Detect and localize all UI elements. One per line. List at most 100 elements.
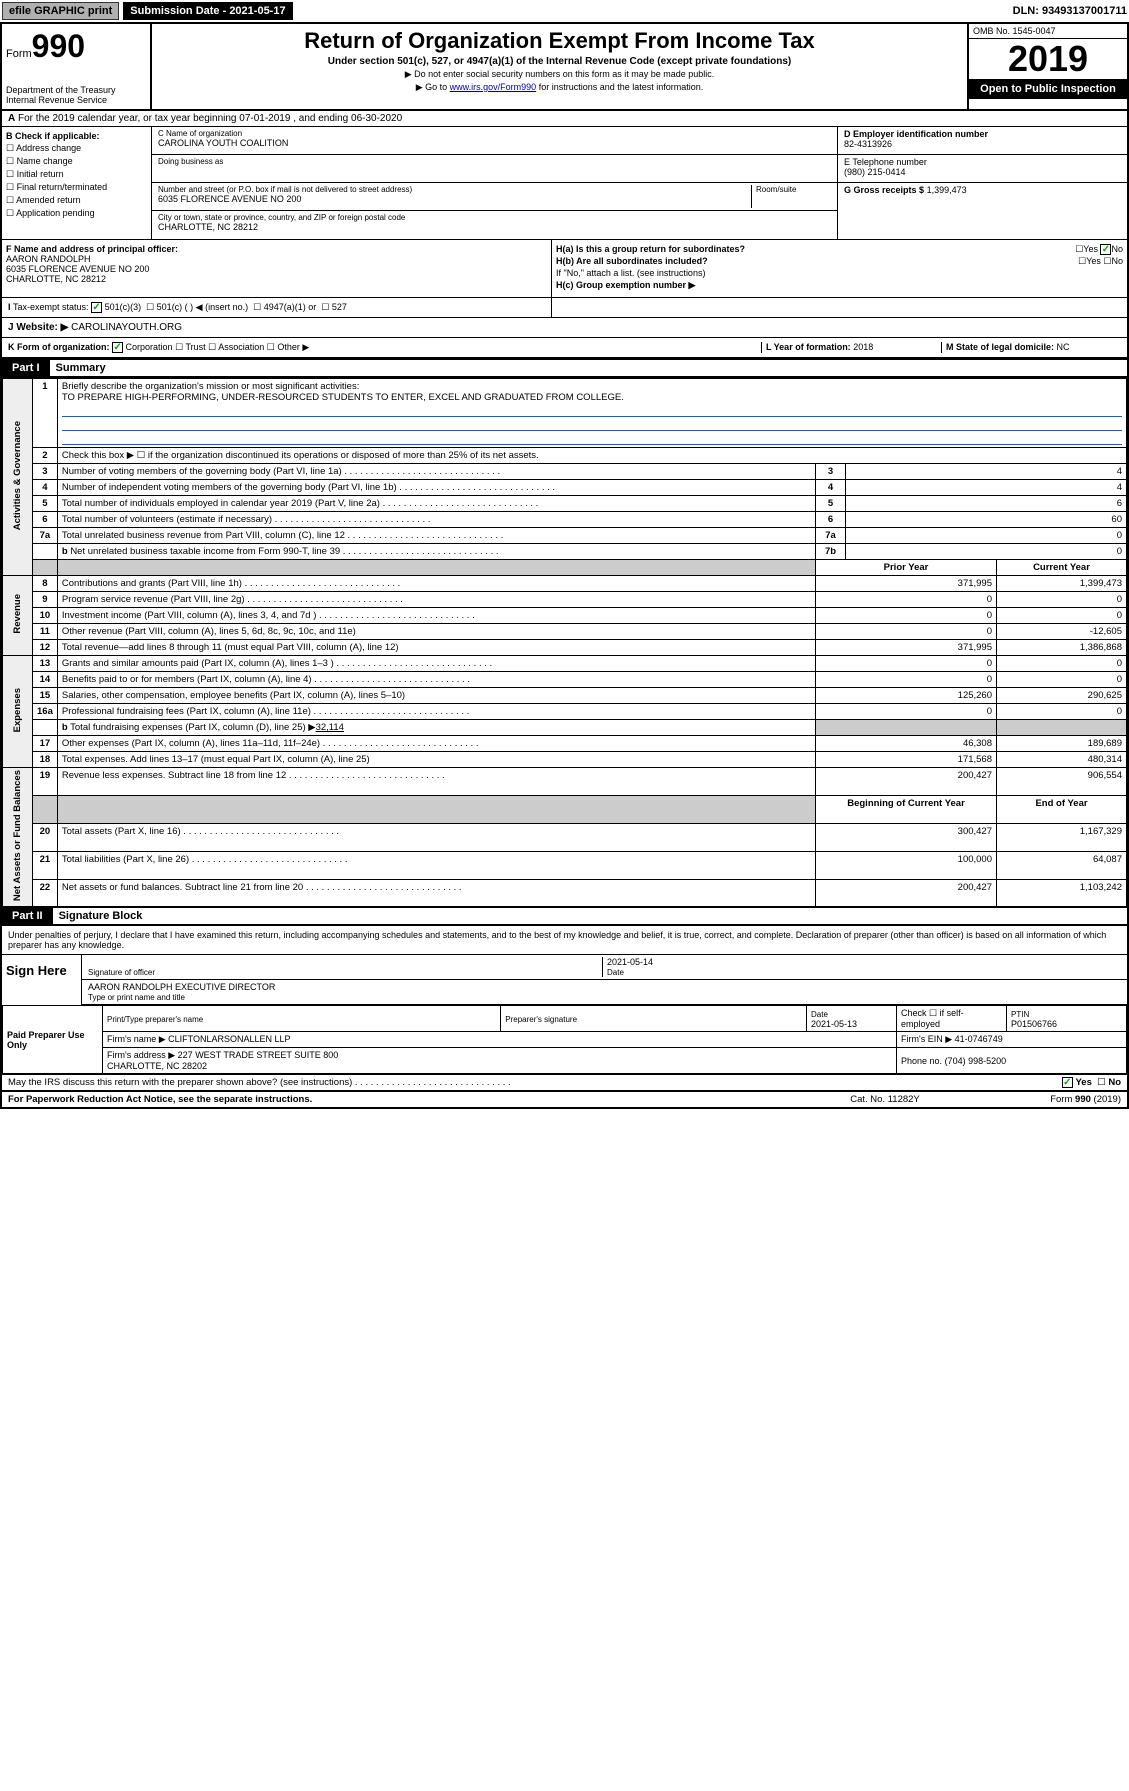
open-to-public: Open to Public Inspection bbox=[969, 79, 1127, 99]
sig-officer-label: Signature of officer bbox=[88, 968, 155, 977]
room-label: Room/suite bbox=[756, 185, 831, 194]
row-a: A For the 2019 calendar year, or tax yea… bbox=[2, 111, 1127, 127]
submission-date-button[interactable]: Submission Date - 2021-05-17 bbox=[123, 2, 292, 20]
p14: 0 bbox=[816, 672, 997, 688]
firm-ein-label: Firm's EIN ▶ bbox=[901, 1034, 952, 1044]
ein-value: 82-4313926 bbox=[844, 139, 892, 149]
discuss-no[interactable]: No bbox=[1108, 1077, 1121, 1088]
hdr-prior: Prior Year bbox=[816, 560, 997, 576]
dln-label: DLN: 93493137001711 bbox=[1013, 5, 1127, 17]
corp-check[interactable] bbox=[112, 342, 123, 353]
city-value: CHARLOTTE, NC 28212 bbox=[158, 222, 831, 232]
p18: 171,568 bbox=[816, 752, 997, 768]
hb-no[interactable]: No bbox=[1111, 256, 1123, 266]
l2: Check this box ▶ ☐ if the organization d… bbox=[57, 448, 1126, 464]
subtitle-1: Under section 501(c), 527, or 4947(a)(1)… bbox=[156, 56, 963, 67]
hb-yes[interactable]: Yes bbox=[1086, 256, 1101, 266]
p9: 0 bbox=[816, 592, 997, 608]
efile-print-button[interactable]: efile GRAPHIC print bbox=[2, 2, 119, 20]
p15: 125,260 bbox=[816, 688, 997, 704]
col-b-checkboxes: B Check if applicable: ☐ Address change … bbox=[2, 127, 152, 239]
part2-title: Signature Block bbox=[53, 908, 149, 924]
l1: Briefly describe the organization's miss… bbox=[62, 381, 360, 392]
sig-date: 2021-05-14 bbox=[607, 957, 653, 967]
firm-phone: (704) 998-5200 bbox=[945, 1056, 1007, 1066]
l10: Investment income (Part VIII, column (A)… bbox=[62, 610, 317, 621]
cat-no: Cat. No. 11282Y bbox=[850, 1094, 1050, 1105]
c10: 0 bbox=[997, 608, 1127, 624]
chk-amended[interactable]: Amended return bbox=[16, 195, 81, 205]
ha-no-check[interactable] bbox=[1100, 244, 1111, 255]
chk-address[interactable]: Address change bbox=[16, 143, 81, 153]
v3: 4 bbox=[846, 464, 1127, 480]
l17: Other expenses (Part IX, column (A), lin… bbox=[62, 738, 320, 749]
irs-link[interactable]: www.irs.gov/Form990 bbox=[450, 82, 537, 92]
dba-label: Doing business as bbox=[158, 157, 831, 166]
hc-label: H(c) Group exemption number ▶ bbox=[556, 280, 695, 290]
org-name-label: C Name of organization bbox=[158, 129, 831, 138]
c17: 189,689 bbox=[997, 736, 1127, 752]
side-netassets: Net Assets or Fund Balances bbox=[12, 770, 23, 901]
l16a: Professional fundraising fees (Part IX, … bbox=[62, 706, 311, 717]
discuss-yes-check[interactable] bbox=[1062, 1077, 1073, 1088]
form-footer: Form 990 (2019) bbox=[1050, 1094, 1121, 1105]
chk-pending[interactable]: Application pending bbox=[16, 208, 95, 218]
c20: 1,167,329 bbox=[997, 823, 1127, 851]
part2-header: Part II bbox=[2, 908, 53, 924]
ha-yes[interactable]: Yes bbox=[1083, 244, 1098, 254]
sub3-pre: ▶ Go to bbox=[416, 82, 450, 92]
hdr-curr: Current Year bbox=[997, 560, 1127, 576]
chk-name[interactable]: Name change bbox=[17, 156, 73, 166]
officer-printed-name: AARON RANDOLPH EXECUTIVE DIRECTOR bbox=[88, 982, 275, 992]
chk-initial[interactable]: Initial return bbox=[17, 169, 64, 179]
c12: 1,386,868 bbox=[997, 640, 1127, 656]
firm-name-label: Firm's name ▶ bbox=[107, 1034, 166, 1044]
p10: 0 bbox=[816, 608, 997, 624]
c16a: 0 bbox=[997, 704, 1127, 720]
ha-label: H(a) Is this a group return for subordin… bbox=[556, 244, 745, 254]
p16a: 0 bbox=[816, 704, 997, 720]
ha-no: No bbox=[1111, 244, 1123, 254]
form-org-label: K Form of organization: bbox=[8, 342, 110, 352]
chk-final[interactable]: Final return/terminated bbox=[17, 182, 108, 192]
c18: 480,314 bbox=[997, 752, 1127, 768]
l18: Total expenses. Add lines 13–17 (must eq… bbox=[62, 754, 370, 765]
p13: 0 bbox=[816, 656, 997, 672]
firm-ein: 41-0746749 bbox=[955, 1034, 1003, 1044]
501c3-check[interactable] bbox=[91, 302, 102, 313]
prep-date: 2021-05-13 bbox=[811, 1019, 857, 1029]
hb-note: If "No," attach a list. (see instruction… bbox=[556, 268, 1123, 278]
form-label: Form bbox=[6, 48, 32, 60]
l8: Contributions and grants (Part VIII, lin… bbox=[62, 578, 242, 589]
paid-preparer-label: Paid Preparer Use Only bbox=[3, 1006, 103, 1074]
phone-label: E Telephone number bbox=[844, 157, 927, 167]
date-label: Date bbox=[607, 968, 624, 977]
sub3-post: for instructions and the latest informat… bbox=[536, 82, 703, 92]
c15: 290,625 bbox=[997, 688, 1127, 704]
l7b: Net unrelated business taxable income fr… bbox=[70, 546, 340, 557]
firm-addr-label: Firm's address ▶ bbox=[107, 1050, 175, 1060]
prep-name-label: Print/Type preparer's name bbox=[107, 1015, 203, 1024]
c19: 906,554 bbox=[997, 768, 1127, 796]
p21: 100,000 bbox=[816, 851, 997, 879]
addr-label: Number and street (or P.O. box if mail i… bbox=[158, 185, 751, 194]
v5: 6 bbox=[846, 496, 1127, 512]
l21: Total liabilities (Part X, line 26) bbox=[62, 854, 189, 865]
side-revenue: Revenue bbox=[12, 594, 23, 634]
c22: 1,103,242 bbox=[997, 879, 1127, 907]
l5: Total number of individuals employed in … bbox=[62, 498, 380, 509]
l15: Salaries, other compensation, employee b… bbox=[62, 690, 405, 701]
firm-phone-label: Phone no. bbox=[901, 1056, 942, 1066]
l16b: Total fundraising expenses (Part IX, col… bbox=[70, 722, 315, 733]
l4: Number of independent voting members of … bbox=[62, 482, 397, 493]
hb-label: H(b) Are all subordinates included? bbox=[556, 256, 708, 266]
hdr-beg: Beginning of Current Year bbox=[816, 796, 997, 824]
l9: Program service revenue (Part VIII, line… bbox=[62, 594, 245, 605]
c14: 0 bbox=[997, 672, 1127, 688]
form-number: 990 bbox=[32, 28, 85, 64]
subtitle-3: ▶ Go to www.irs.gov/Form990 for instruct… bbox=[156, 82, 963, 93]
v6: 60 bbox=[846, 512, 1127, 528]
discuss-question: May the IRS discuss this return with the… bbox=[8, 1077, 352, 1088]
dept-label: Department of the Treasury Internal Reve… bbox=[6, 85, 146, 105]
gross-receipts-label: G Gross receipts $ bbox=[844, 185, 924, 195]
